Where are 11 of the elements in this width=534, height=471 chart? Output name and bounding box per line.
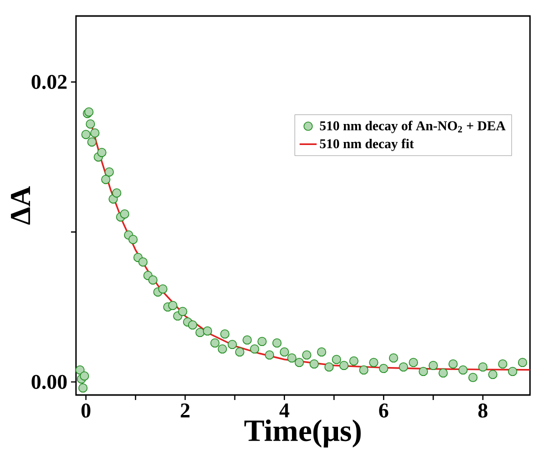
legend-label: 510 nm decay of An-NO$_{2}$ + DEA <box>320 120 506 134</box>
y-axis-title: ΔA <box>10 186 30 225</box>
y-tick-label: 0.02 <box>32 74 67 90</box>
x-tick-label: 8 <box>478 404 488 418</box>
x-axis-title: Time(μs) <box>244 419 361 448</box>
x-tick-label: 6 <box>379 404 388 418</box>
y-tick-label: 0.00 <box>32 374 67 390</box>
x-tick-label: 0 <box>81 404 90 418</box>
x-tick-label: 2 <box>180 404 190 418</box>
legend-label: 510 nm decay fit <box>320 138 414 152</box>
x-tick-label: 4 <box>279 404 290 418</box>
